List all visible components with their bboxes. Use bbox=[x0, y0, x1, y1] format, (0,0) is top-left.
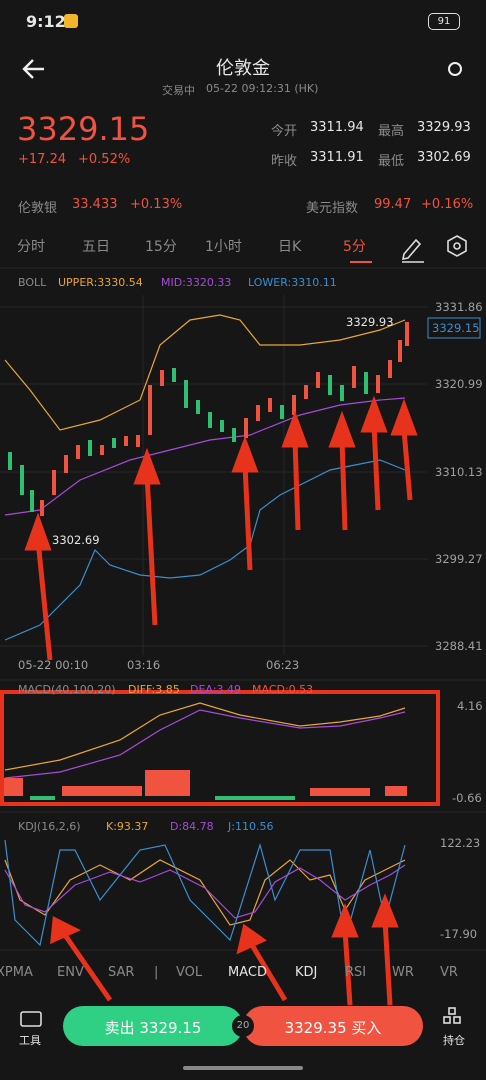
positions-label[interactable]: 持仓 bbox=[443, 1034, 465, 1047]
indicator-separator: | bbox=[154, 965, 159, 980]
y-label: -0.66 bbox=[452, 791, 482, 805]
macd-dea-label: DEA:3.49 bbox=[190, 683, 241, 696]
macd-label: MACD:0.53 bbox=[252, 683, 314, 696]
title: 伦敦金 bbox=[216, 58, 270, 79]
macd-title: MACD(40,100,20) bbox=[18, 683, 116, 696]
period-tab[interactable]: 分时 bbox=[17, 239, 45, 255]
back-icon[interactable] bbox=[22, 59, 44, 79]
stat-label: 最高 bbox=[378, 124, 405, 139]
macd-histogram bbox=[3, 770, 407, 796]
spread-badge bbox=[232, 1015, 254, 1037]
macd-diff bbox=[4, 702, 406, 771]
macd-diff-label: DIFF:3.85 bbox=[128, 683, 180, 696]
price: 3329.15 bbox=[17, 110, 150, 148]
related-value: 99.47 bbox=[374, 197, 412, 212]
period-tab[interactable]: 五日 bbox=[82, 239, 110, 255]
buy-label[interactable]: 3329.35 买入 bbox=[284, 1019, 382, 1037]
kdj-k-label: K:93.37 bbox=[106, 820, 149, 833]
stat-value: 3302.69 bbox=[417, 150, 471, 165]
y-label: 122.23 bbox=[440, 836, 481, 850]
related-value: 33.433 bbox=[72, 197, 118, 212]
settings-hex-icon[interactable] bbox=[447, 235, 467, 257]
period-tab-active[interactable]: 5分 bbox=[343, 239, 366, 255]
indicator-tab[interactable]: WR bbox=[392, 965, 414, 980]
annotation-arrows bbox=[24, 395, 418, 1006]
stat-value: 3311.91 bbox=[310, 150, 364, 165]
related-change: +0.16% bbox=[421, 197, 474, 212]
macd-histogram-neg bbox=[30, 796, 295, 800]
buy-button[interactable] bbox=[243, 1006, 423, 1046]
y-label: 3299.27 bbox=[435, 552, 483, 566]
clock: 9:12 bbox=[26, 12, 66, 31]
macd-dea bbox=[4, 709, 406, 779]
indicator-tab[interactable]: VOL bbox=[176, 965, 203, 980]
x-label: 05-22 00:10 bbox=[18, 658, 89, 672]
stat-value: 3329.93 bbox=[417, 120, 471, 135]
stat-value: 3311.94 bbox=[310, 120, 364, 135]
grid bbox=[0, 295, 486, 951]
stat-label: 最低 bbox=[378, 154, 405, 169]
low-label: 3302.69 bbox=[52, 533, 100, 547]
indicator-tab-active[interactable]: KDJ bbox=[295, 965, 318, 980]
change-pct: +0.52% bbox=[78, 152, 131, 167]
tools-label[interactable]: 工具 bbox=[19, 1034, 41, 1047]
change: +17.24 bbox=[18, 152, 67, 167]
positions-icon[interactable] bbox=[443, 1007, 461, 1024]
x-label: 03:16 bbox=[127, 658, 161, 672]
kdj-j-label: J:110.56 bbox=[228, 820, 274, 833]
current-price-label: 3329.15 bbox=[432, 321, 480, 335]
period-tab[interactable]: 日K bbox=[278, 239, 302, 255]
boll-mid bbox=[4, 397, 406, 516]
y-label: 3310.13 bbox=[435, 465, 483, 479]
trading-status: 交易中 bbox=[162, 84, 195, 97]
boll-upper-label: UPPER:3330.54 bbox=[58, 276, 143, 289]
boll-lower bbox=[4, 459, 406, 641]
period-tab[interactable]: 15分 bbox=[145, 239, 177, 255]
related-name[interactable]: 美元指数 bbox=[306, 201, 359, 216]
tools-icon[interactable] bbox=[20, 1011, 42, 1027]
boll-lower-label: LOWER:3310.11 bbox=[248, 276, 337, 289]
kdj-title: KDJ(16,2,6) bbox=[18, 820, 81, 833]
y-label: -17.90 bbox=[440, 927, 478, 941]
stat-label: 今开 bbox=[271, 124, 298, 139]
y-label: 3288.41 bbox=[435, 639, 483, 653]
battery: 91 bbox=[428, 13, 460, 30]
draw-icon[interactable] bbox=[401, 238, 424, 263]
x-label: 06:23 bbox=[266, 658, 300, 672]
settings-hex-dot bbox=[453, 242, 461, 250]
indicator-tab[interactable]: RSI bbox=[345, 965, 367, 980]
indicator-tab[interactable]: VR bbox=[440, 965, 458, 980]
stat-label: 昨收 bbox=[271, 154, 298, 169]
indicator-tab[interactable]: ENV bbox=[57, 965, 84, 980]
sell-button[interactable] bbox=[63, 1006, 243, 1046]
y-label: 3320.99 bbox=[435, 377, 483, 391]
highlight-box bbox=[0, 690, 440, 806]
candles bbox=[8, 322, 409, 516]
sell-label[interactable]: 卖出 3329.15 bbox=[104, 1019, 202, 1037]
spread: 20 bbox=[236, 1020, 250, 1031]
app-icon bbox=[64, 14, 78, 28]
home-indicator bbox=[183, 1066, 303, 1070]
indicator-tab[interactable]: SAR bbox=[108, 965, 135, 980]
boll-upper bbox=[4, 314, 406, 431]
indicator-name: BOLL bbox=[18, 276, 47, 289]
kdj-d-label: D:84.78 bbox=[170, 820, 214, 833]
kdj-k bbox=[4, 859, 406, 926]
indicator-tab[interactable]: XPMA bbox=[0, 965, 33, 980]
period-tab[interactable]: 1小时 bbox=[205, 239, 242, 255]
y-label: 3331.86 bbox=[435, 300, 483, 314]
y-label: 4.16 bbox=[457, 699, 483, 713]
price-box bbox=[427, 317, 481, 339]
high-label: 3329.93 bbox=[346, 315, 394, 329]
related-name[interactable]: 伦敦银 bbox=[18, 201, 58, 216]
indicator-tab-active[interactable]: MACD bbox=[228, 965, 267, 980]
timestamp: 05-22 09:12:31 (HK) bbox=[206, 82, 319, 95]
kdj-d bbox=[4, 864, 406, 919]
settings-icon[interactable] bbox=[448, 62, 462, 76]
boll-mid-label: MID:3320.33 bbox=[161, 276, 232, 289]
related-change: +0.13% bbox=[130, 197, 183, 212]
